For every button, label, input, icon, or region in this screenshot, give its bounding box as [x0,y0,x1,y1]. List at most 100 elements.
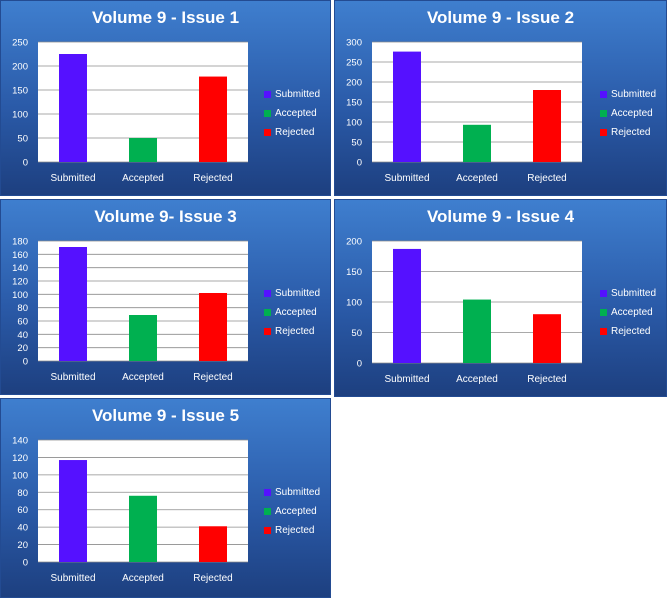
bar-rejected [533,90,561,162]
y-tick-label: 140 [12,263,28,274]
x-tick-label: Rejected [193,173,232,184]
x-tick-label: Accepted [456,374,498,385]
y-tick-label: 40 [17,330,28,341]
legend-item: Submitted [264,85,320,104]
legend-swatch [264,110,271,117]
y-tick-label: 100 [12,290,28,301]
x-tick-label: Accepted [122,372,164,383]
legend-swatch [264,290,271,297]
bar-submitted [59,460,87,562]
legend-label: Submitted [275,89,321,100]
legend-item: Rejected [264,521,320,540]
legend-item: Accepted [264,502,320,521]
y-tick-label: 180 [12,237,28,248]
x-tick-label: Accepted [122,573,164,584]
chart-panel-5: Volume 9 - Issue 5 0 20 40 60 80 100 120 140 Subm… [0,398,331,598]
x-tick-label: Submitted [50,372,95,383]
legend-label: Rejected [611,127,651,138]
legend-swatch [264,309,271,316]
legend-item: Rejected [600,322,656,341]
chart-legend: Submitted Accepted Rejected [600,85,656,142]
y-tick-label: 50 [351,328,362,339]
x-tick-label: Accepted [122,173,164,184]
y-tick-label: 0 [357,359,362,370]
x-tick-label: Rejected [193,372,232,383]
legend-item: Accepted [264,104,320,123]
bar-chart: 0 20 40 60 80 100 120 140 160 180 Submitted Accepte… [12,237,248,383]
legend-label: Submitted [275,288,321,299]
y-tick-label: 160 [12,250,28,261]
bar-rejected [199,293,227,361]
y-tick-label: 40 [17,523,28,534]
chart-title: Volume 9 - Issue 2 [426,8,575,27]
y-tick-label: 50 [17,134,28,145]
y-tick-label: 20 [17,540,28,551]
x-tick-label: Submitted [50,573,95,584]
legend-label: Accepted [275,307,317,318]
y-tick-label: 0 [357,158,362,169]
legend-swatch [600,328,607,335]
legend-item: Rejected [600,123,656,142]
legend-swatch [600,91,607,98]
legend-item: Submitted [600,284,656,303]
y-tick-label: 20 [17,343,28,354]
y-tick-label: 80 [17,488,28,499]
y-tick-label: 250 [12,38,28,49]
y-tick-label: 200 [346,78,362,89]
bar-chart: 0 50 100 150 200 250 300 Submitted Accepted Rejec… [346,38,582,184]
legend-swatch [264,489,271,496]
bar-submitted [393,248,421,363]
bar-chart: 0 20 40 60 80 100 120 140 Submitted Accepted Rejec… [12,436,248,584]
chart-panel-1: Volume 9 - Issue 1 0 50 100 150 200 250 Submitt… [0,0,331,196]
bar-accepted [463,124,491,162]
legend-swatch [600,110,607,117]
y-tick-label: 250 [346,58,362,69]
chart-panel-3: Volume 9- Issue 3 0 20 40 60 80 100 120 140 160 18… [0,199,331,395]
bar-submitted [59,247,87,361]
y-tick-label: 120 [12,453,28,464]
y-tick-label: 150 [346,98,362,109]
chart-legend: Submitted Accepted Rejected [264,284,320,341]
legend-label: Rejected [275,127,315,138]
legend-label: Accepted [275,108,317,119]
y-tick-label: 100 [346,118,362,129]
bar-rejected [199,76,227,162]
chart-legend: Submitted Accepted Rejected [264,483,320,540]
y-tick-label: 150 [346,267,362,278]
legend-item: Accepted [264,303,320,322]
bar-rejected [199,526,227,562]
y-tick-label: 0 [23,158,28,169]
chart-legend: Submitted Accepted Rejected [264,85,320,142]
legend-swatch [264,91,271,98]
legend-item: Submitted [600,85,656,104]
x-tick-label: Rejected [527,374,566,385]
legend-label: Submitted [275,487,321,498]
y-tick-label: 200 [346,237,362,248]
legend-item: Submitted [264,483,320,502]
y-tick-label: 300 [346,38,362,49]
legend-item: Accepted [600,303,656,322]
legend-label: Accepted [275,506,317,517]
y-tick-label: 0 [23,357,28,368]
legend-swatch [600,129,607,136]
y-tick-label: 100 [12,110,28,121]
y-tick-label: 50 [351,138,362,149]
legend-item: Rejected [264,123,320,142]
bar-submitted [393,51,421,162]
legend-label: Rejected [611,326,651,337]
x-tick-label: Submitted [384,173,429,184]
y-tick-label: 60 [17,505,28,516]
bar-chart: 0 50 100 150 200 250 Submitted Accepted Rejected [12,38,248,184]
legend-swatch [264,328,271,335]
legend-item: Accepted [600,104,656,123]
legend-label: Submitted [611,288,657,299]
y-tick-label: 100 [12,470,28,481]
chart-legend: Submitted Accepted Rejected [600,284,656,341]
bar-submitted [59,54,87,162]
legend-label: Submitted [611,89,657,100]
bar-chart: 0 50 100 150 200 Submitted Accepted Rejected [346,237,582,385]
chart-title: Volume 9 - Issue 4 [426,207,575,226]
bar-accepted [463,299,491,363]
bar-accepted [129,495,157,562]
legend-item: Submitted [264,284,320,303]
